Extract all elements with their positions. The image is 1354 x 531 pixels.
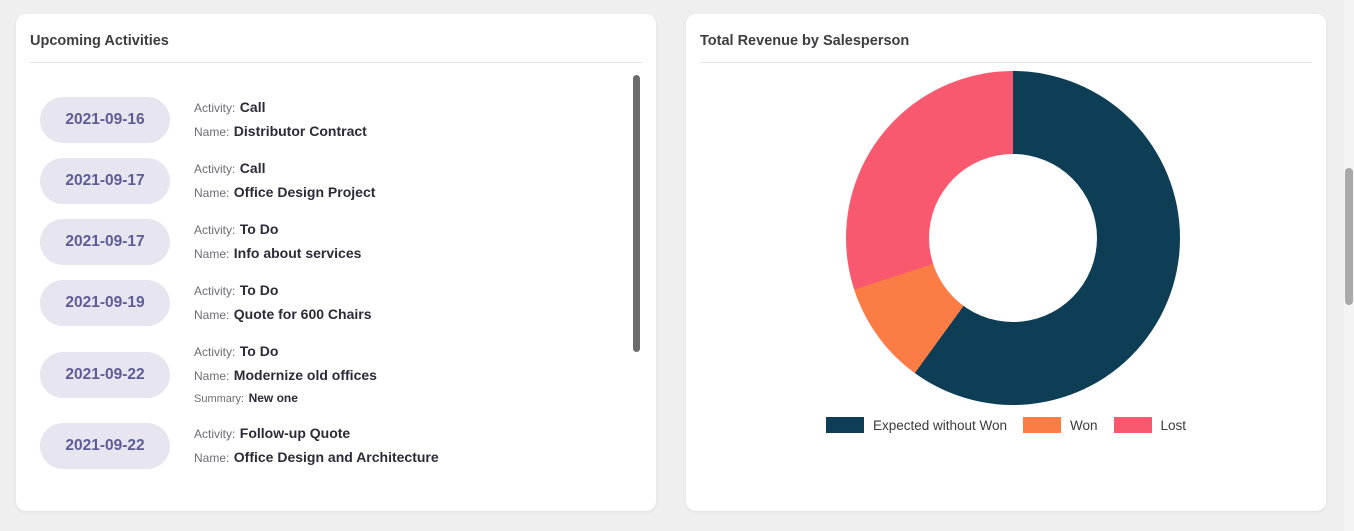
activity-type-line: Activity: Follow-up Quote — [194, 422, 439, 446]
activity-date-badge: 2021-09-16 — [40, 97, 170, 143]
activity-summary-value: New one — [248, 391, 298, 405]
activity-name-value: Distributor Contract — [233, 123, 367, 139]
activity-type-line: Activity: To Do — [194, 279, 372, 303]
activity-name-line: Name: Distributor Contract — [194, 120, 367, 144]
legend-swatch — [1023, 417, 1062, 433]
activity-date-text: 2021-09-16 — [65, 111, 145, 128]
revenue-by-salesperson-card: Total Revenue by Salesperson Expected wi… — [686, 14, 1326, 511]
legend-label: Lost — [1160, 417, 1187, 433]
activity-type-value: Call — [239, 99, 266, 115]
activity-type-value: To Do — [239, 282, 279, 298]
revenue-card-title: Total Revenue by Salesperson — [700, 33, 910, 49]
activity-list: 2021-09-16 Activity: Call Name: Distribu… — [16, 63, 656, 470]
activity-date-text: 2021-09-17 — [65, 233, 145, 250]
activity-date-badge: 2021-09-19 — [40, 280, 170, 326]
legend-item[interactable]: Lost — [1113, 417, 1187, 433]
activity-name-line: Name: Quote for 600 Chairs — [194, 303, 372, 327]
activity-name-line: Name: Office Design and Architecture — [194, 446, 439, 470]
activity-name-value: Office Design Project — [233, 184, 376, 200]
activity-name-line: Name: Modernize old offices — [194, 364, 377, 388]
activity-date-text: 2021-09-22 — [65, 437, 145, 454]
donut-chart-wrap — [846, 71, 1180, 405]
activity-summary-line: Summary: New one — [194, 388, 377, 409]
activity-date-text: 2021-09-22 — [65, 365, 145, 383]
activity-label: Activity: — [194, 223, 236, 237]
name-label: Name: — [194, 369, 230, 383]
activity-name-value: Office Design and Architecture — [233, 449, 439, 465]
donut-hole — [929, 154, 1097, 322]
activity-date-text: 2021-09-17 — [65, 172, 145, 189]
activity-row[interactable]: 2021-09-17 Activity: Call Name: Office D… — [40, 157, 632, 205]
legend-label: Expected without Won — [872, 417, 1008, 433]
activity-type-line: Activity: To Do — [194, 340, 377, 364]
activities-card-title: Upcoming Activities — [30, 33, 169, 49]
legend-swatch — [825, 417, 864, 433]
activity-date-text: 2021-09-19 — [65, 294, 145, 311]
window-scrollbar-thumb[interactable] — [1345, 168, 1353, 305]
activity-date-badge: 2021-09-22 — [40, 351, 170, 398]
upcoming-activities-card: Upcoming Activities 2021-09-16 Activity:… — [16, 14, 656, 511]
activity-info: Activity: To Do Name: Info about service… — [194, 218, 361, 266]
activity-type-value: To Do — [239, 221, 279, 237]
name-label: Name: — [194, 308, 230, 322]
legend-swatch — [1113, 417, 1152, 433]
activity-type-line: Activity: Call — [194, 157, 375, 181]
activity-type-value: Call — [239, 160, 266, 176]
activity-row[interactable]: 2021-09-22 Activity: Follow-up Quote Nam… — [40, 422, 632, 470]
name-label: Name: — [194, 247, 230, 261]
activity-info: Activity: To Do Name: Quote for 600 Chai… — [194, 279, 372, 327]
legend-item[interactable]: Won — [1023, 417, 1098, 433]
activity-type-line: Activity: To Do — [194, 218, 361, 242]
name-label: Name: — [194, 451, 230, 465]
activity-name-line: Name: Office Design Project — [194, 181, 375, 205]
activity-info: Activity: To Do Name: Modernize old offi… — [194, 340, 377, 409]
activity-info: Activity: Follow-up Quote Name: Office D… — [194, 422, 439, 470]
activity-row[interactable]: 2021-09-19 Activity: To Do Name: Quote f… — [40, 279, 632, 327]
activity-name-value: Quote for 600 Chairs — [233, 306, 372, 322]
activity-type-value: Follow-up Quote — [239, 425, 351, 441]
activity-label: Activity: — [194, 427, 236, 441]
activity-row[interactable]: 2021-09-22 Activity: To Do Name: Moderni… — [40, 340, 632, 409]
activity-row[interactable]: 2021-09-17 Activity: To Do Name: Info ab… — [40, 218, 632, 266]
legend-item[interactable]: Expected without Won — [825, 417, 1008, 433]
activity-type-value: To Do — [239, 343, 279, 359]
name-label: Name: — [194, 125, 230, 139]
activities-scrollbar-thumb[interactable] — [633, 75, 640, 352]
activity-row[interactable]: 2021-09-16 Activity: Call Name: Distribu… — [40, 96, 632, 144]
window-scrollbar-track[interactable] — [1344, 0, 1354, 531]
name-label: Name: — [194, 186, 230, 200]
activity-date-badge: 2021-09-22 — [40, 423, 170, 469]
activity-label: Activity: — [194, 101, 236, 115]
activity-date-badge: 2021-09-17 — [40, 219, 170, 265]
activity-name-line: Name: Info about services — [194, 242, 361, 266]
legend-label: Won — [1070, 417, 1098, 433]
activity-type-line: Activity: Call — [194, 96, 367, 120]
activity-label: Activity: — [194, 345, 236, 359]
activity-info: Activity: Call Name: Office Design Proje… — [194, 157, 375, 205]
summary-label: Summary: — [194, 393, 245, 405]
revenue-card-divider — [700, 62, 1312, 63]
activity-info: Activity: Call Name: Distributor Contrac… — [194, 96, 367, 144]
activity-label: Activity: — [194, 284, 236, 298]
activity-name-value: Modernize old offices — [233, 367, 377, 383]
activity-date-badge: 2021-09-17 — [40, 158, 170, 204]
activity-name-value: Info about services — [233, 245, 362, 261]
activities-card-divider — [30, 62, 642, 63]
activity-label: Activity: — [194, 162, 236, 176]
chart-legend: Expected without Won Won Lost — [686, 417, 1326, 433]
